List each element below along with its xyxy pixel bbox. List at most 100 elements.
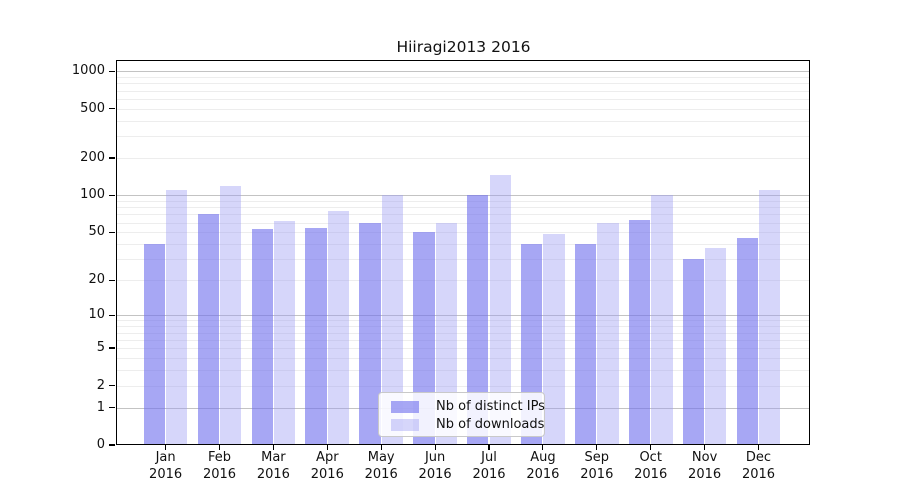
x-tick-year-aug: 2016 [526,467,560,482]
x-tick-label-jun: Jun 2016 [405,449,465,483]
bar-downloads-aug [543,234,565,445]
bar-downloads-jul [489,175,511,445]
x-tick-year-nov: 2016 [688,467,722,482]
y-tick-label-1000: 1000 [71,63,105,79]
bar-downloads-nov [705,248,727,445]
minor-gridline-800 [115,83,810,85]
bar-distinct-ips-may [359,222,381,445]
y-tick-mark-100 [109,194,115,196]
minor-gridline-7 [115,332,810,334]
x-tick-mark-apr [326,445,328,450]
x-tick-mark-dec [757,445,760,450]
x-tick-year-may: 2016 [364,467,398,482]
minor-gridline-80 [115,207,810,209]
bar-downloads-jun [435,222,457,445]
minor-gridline-500 [115,108,810,110]
y-tick-label-100: 100 [80,187,105,203]
legend-label-downloads: Nb of downloads [436,417,545,432]
x-tick-year-apr: 2016 [310,467,344,482]
x-tick-mark-jan [165,445,167,450]
x-tick-label-dec: Dec 2016 [729,449,789,483]
legend-label-distinct-ips: Nb of distinct IPs [436,399,545,414]
minor-gridline-70 [115,214,810,216]
y-tick-label-5: 5 [96,340,105,356]
bar-distinct-ips-oct [628,220,651,445]
minor-gridline-2 [115,385,810,387]
legend-swatch-distinct-ips [391,400,419,413]
bar-distinct-ips-jun [413,232,435,445]
bar-downloads-jan [166,190,188,445]
x-tick-mark-aug [542,445,544,450]
bar-downloads-oct [651,195,673,445]
minor-gridline-60 [115,222,810,224]
y-tick-mark-2 [109,384,115,387]
bar-downloads-sep [597,222,619,445]
y-tick-mark-5 [109,347,115,349]
y-tick-mark-0 [109,444,115,446]
x-tick-label-may: May 2016 [351,449,411,483]
x-tick-year-mar: 2016 [256,467,290,482]
bar-distinct-ips-apr [305,228,327,445]
major-gridline-100 [115,195,810,197]
x-tick-label-sep: Sep 2016 [567,449,627,483]
x-tick-mark-jun [434,445,436,450]
minor-gridline-3 [115,370,810,371]
minor-gridline-700 [115,90,810,92]
x-tick-label-apr: Apr 2016 [297,449,357,483]
y-tick-label-0: 0 [96,437,105,452]
x-tick-year-jun: 2016 [418,467,452,482]
minor-gridline-9 [115,320,810,322]
x-tick-label-mar: Mar 2016 [243,449,303,483]
bar-distinct-ips-jul [467,195,489,445]
minor-gridline-400 [115,120,810,122]
minor-gridline-20 [115,280,810,282]
minor-gridline-5 [115,348,810,350]
y-tick-mark-500 [109,108,115,110]
y-tick-label-500: 500 [80,100,105,116]
y-tick-label-50: 50 [88,224,105,240]
x-tick-label-aug: Aug 2016 [513,449,573,483]
legend-row-downloads: Nb of downloads [391,416,544,433]
legend-row-distinct-ips: Nb of distinct IPs [391,398,545,415]
y-tick-label-200: 200 [80,150,105,166]
y-tick-label-10: 10 [88,307,105,323]
x-tick-mark-oct [650,445,652,450]
minor-gridline-6 [115,339,810,341]
x-tick-year-jul: 2016 [472,467,506,482]
bar-distinct-ips-sep [574,244,597,445]
bar-downloads-dec [759,190,781,445]
minor-gridline-300 [115,136,810,138]
x-tick-year-feb: 2016 [202,467,237,482]
x-tick-mark-may [380,445,382,450]
y-tick-mark-1 [109,406,115,409]
x-tick-year-oct: 2016 [634,467,668,482]
minor-gridline-90 [115,200,810,202]
x-tick-label-jan: Jan 2016 [136,449,196,483]
major-gridline-1000 [115,71,810,73]
x-tick-mark-mar [272,445,274,450]
bar-downloads-apr [327,210,350,445]
minor-gridline-50 [115,232,810,234]
x-tick-label-nov: Nov 2016 [675,449,735,483]
major-gridline-10 [115,315,810,317]
x-tick-year-sep: 2016 [580,467,614,482]
bar-distinct-ips-nov [682,259,705,445]
minor-gridline-200 [115,158,810,160]
legend: Nb of distinct IPs Nb of downloads [378,392,545,437]
y-tick-label-20: 20 [88,272,105,288]
y-tick-mark-1000 [109,70,115,72]
minor-gridline-600 [115,98,810,100]
bar-downloads-may [381,195,404,445]
bar-distinct-ips-feb [197,214,219,445]
x-tick-year-dec: 2016 [741,467,776,482]
y-tick-mark-50 [109,231,115,233]
y-tick-mark-20 [109,279,115,281]
x-tick-mark-feb [218,445,221,450]
x-tick-mark-nov [704,445,706,450]
x-tick-year-jan: 2016 [149,467,183,482]
minor-gridline-8 [115,326,810,328]
minor-gridline-900 [115,76,810,78]
